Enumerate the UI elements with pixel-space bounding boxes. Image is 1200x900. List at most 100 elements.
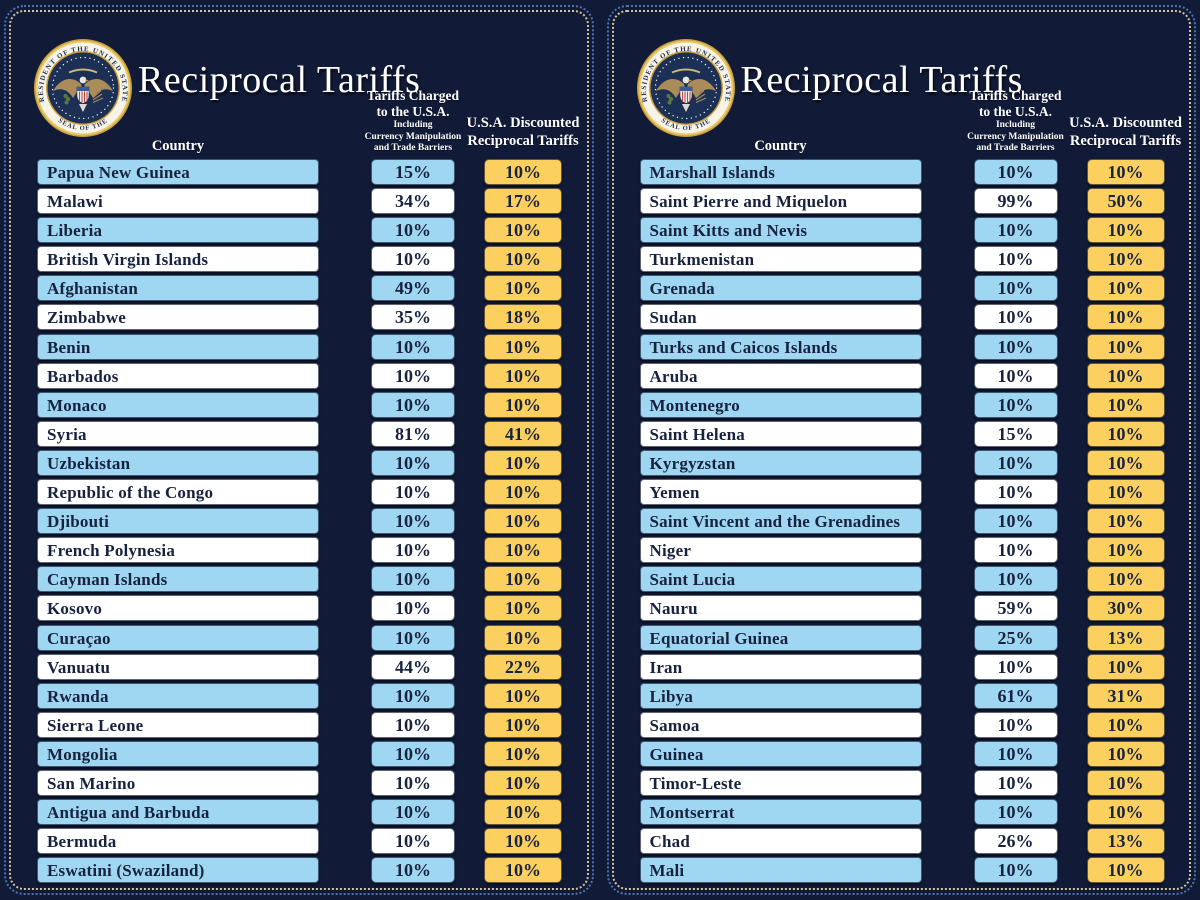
column-header-discounted: U.S.A. Discounted Reciprocal Tariffs [448,114,587,150]
tariff-discounted-cell: 10% [484,828,562,855]
tariff-charged-cell: 10% [371,246,455,273]
table-row: Equatorial Guinea 25% 13% [639,624,1190,651]
tariff-discounted-cell: 10% [484,682,562,709]
tariff-charged-cell: 49% [371,275,455,302]
table-row: British Virgin Islands 10% 10% [37,246,587,273]
tariff-discounted-cell: 10% [1086,508,1165,535]
table-row: French Polynesia 10% 10% [37,537,587,564]
tariff-table: Papua New Guinea 15% 10% Malawi 34% 17% Liberi… [11,159,587,884]
tariff-discounted-cell: 10% [484,275,562,302]
tariff-discounted-cell: 10% [1086,275,1165,302]
table-row: Papua New Guinea 15% 10% [37,159,587,185]
tariff-discounted-cell: 10% [484,362,562,389]
table-row: Montenegro 10% 10% [639,391,1190,418]
tariff-charged-cell: 10% [371,362,455,389]
table-row: Niger 10% 10% [639,537,1190,564]
tariff-discounted-cell: 10% [1086,333,1165,360]
country-cell: Turks and Caicos Islands [639,333,922,360]
tariff-charged-cell: 15% [973,420,1058,447]
tariff-charged-cell: 10% [973,159,1058,185]
table-row: Vanuatu 44% 22% [37,653,587,680]
tariff-charged-cell: 10% [371,769,455,796]
country-cell: Libya [639,682,922,709]
tariff-discounted-cell: 10% [484,333,562,360]
table-row: Montserrat 10% 10% [639,799,1190,826]
tariff-discounted-cell: 13% [1086,828,1165,855]
tariff-charged-cell: 10% [973,857,1058,884]
country-cell: Timor-Leste [639,769,922,796]
tariff-charged-cell: 10% [371,624,455,651]
charged-header-subline: Currency Manipulation [967,131,1064,142]
tariff-charged-cell: 61% [973,682,1058,709]
tariff-charged-cell: 10% [973,449,1058,476]
tariff-charged-cell: 10% [371,595,455,622]
country-cell: Equatorial Guinea [639,624,922,651]
tariff-charged-cell: 10% [371,537,455,564]
table-row: Curaçao 10% 10% [37,624,587,651]
tariff-discounted-cell: 10% [1086,246,1165,273]
table-row: Saint Helena 15% 10% [639,420,1190,447]
country-cell: Sudan [639,304,922,331]
charged-header-subline: and Trade Barriers [976,143,1055,154]
tariff-charged-cell: 10% [973,362,1058,389]
tariff-discounted-cell: 10% [1086,857,1165,884]
tariff-discounted-cell: 17% [484,188,562,215]
tariff-discounted-cell: 10% [1086,653,1165,680]
charged-header-subline: and Trade Barriers [373,143,453,154]
country-cell: Eswatini (Swaziland) [37,857,319,884]
tariff-discounted-cell: 10% [484,799,562,826]
tariff-charged-cell: 81% [371,420,455,447]
country-cell: Saint Kitts and Nevis [639,217,922,244]
table-row: Yemen 10% 10% [639,479,1190,506]
country-cell: Cayman Islands [37,566,319,593]
discounted-header-line: Reciprocal Tariffs [467,133,579,150]
tariff-discounted-cell: 10% [484,508,562,535]
table-row: Sierra Leone 10% 10% [37,711,587,738]
country-cell: Yemen [639,479,922,506]
country-cell: Chad [639,828,922,855]
table-row: Malawi 34% 17% [37,188,587,215]
country-cell: Vanuatu [37,653,319,680]
tariff-charged-cell: 10% [371,857,455,884]
tariff-discounted-cell: 10% [484,449,562,476]
table-row: Libya 61% 31% [639,682,1190,709]
tariff-charged-cell: 10% [371,828,455,855]
table-row: Barbados 10% 10% [37,362,587,389]
tariff-discounted-cell: 10% [1086,449,1165,476]
tariff-charged-cell: 15% [371,159,455,185]
tariff-discounted-cell: 10% [1086,304,1165,331]
country-cell: Samoa [639,711,922,738]
country-cell: British Virgin Islands [37,246,319,273]
country-cell: Marshall Islands [639,159,922,185]
tariff-charged-cell: 35% [371,304,455,331]
tariff-discounted-cell: 30% [1086,595,1165,622]
table-row: Kyrgyzstan 10% 10% [639,449,1190,476]
country-cell: Kosovo [37,595,319,622]
tariff-charged-cell: 10% [371,508,455,535]
country-cell: Saint Lucia [639,566,922,593]
tariff-discounted-cell: 10% [1086,711,1165,738]
table-row: Chad 26% 13% [639,828,1190,855]
tariff-discounted-cell: 10% [484,391,562,418]
table-row: Mongolia 10% 10% [37,740,587,767]
country-cell: Aruba [639,362,922,389]
table-row: Grenada 10% 10% [639,275,1190,302]
tariff-charged-cell: 10% [973,537,1058,564]
column-header-country: Country [151,138,205,154]
country-cell: San Marino [37,769,319,796]
table-row: Sudan 10% 10% [639,304,1190,331]
table-row: Guinea 10% 10% [639,740,1190,767]
country-cell: Uzbekistan [37,449,319,476]
tariff-discounted-cell: 10% [484,537,562,564]
tariff-discounted-cell: 10% [1086,740,1165,767]
tariff-charged-cell: 10% [371,711,455,738]
table-row: Eswatini (Swaziland) 10% 10% [37,857,587,884]
table-row: Antigua and Barbuda 10% 10% [37,799,587,826]
tariff-charged-cell: 10% [973,479,1058,506]
